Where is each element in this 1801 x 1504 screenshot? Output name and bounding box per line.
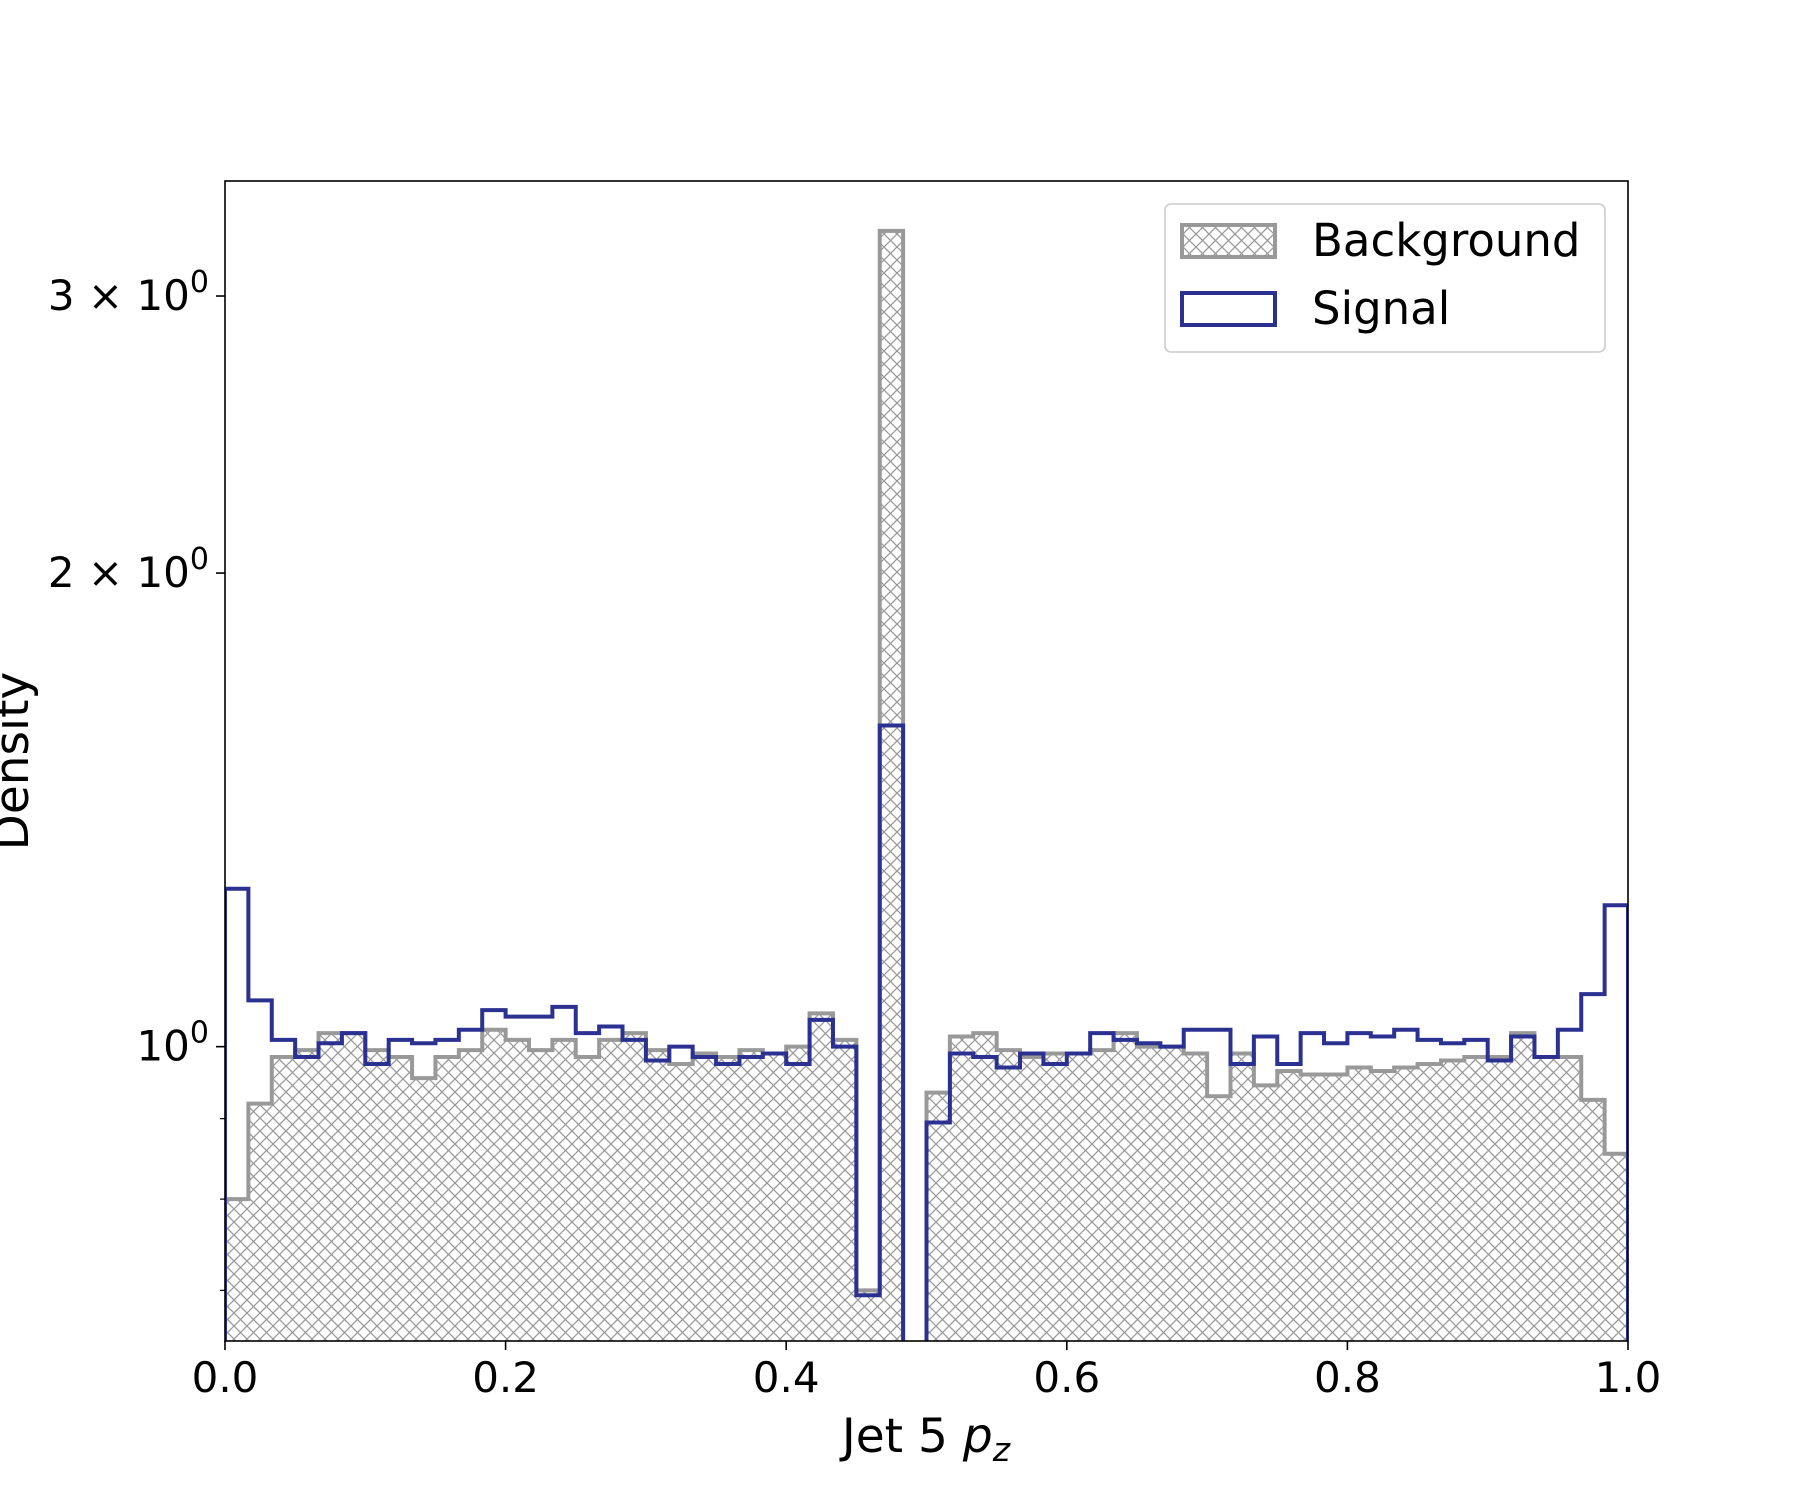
series-background (225, 228, 1628, 1341)
y-axis: 100 2 × 100 3 × 100 (48, 265, 225, 1291)
background-bar (1136, 1046, 1161, 1341)
background-bar (1511, 1033, 1535, 1341)
background-bar (879, 230, 904, 1341)
x-tick-label: 1.0 (1595, 1353, 1662, 1402)
background-bar (669, 1063, 693, 1341)
legend: Background Signal (1164, 203, 1606, 353)
axes-frame (224, 180, 1629, 1342)
background-bar (786, 1046, 810, 1341)
background-bar (458, 1050, 483, 1341)
background-bar (1160, 1046, 1184, 1341)
series-signal (225, 723, 1628, 1341)
background-bar (1300, 1074, 1325, 1341)
background-bar (832, 1039, 857, 1341)
x-tick-label: 0.4 (753, 1353, 820, 1402)
x-axis-label: Jet 5 pz (839, 1409, 1011, 1469)
background-bar (1207, 1096, 1231, 1341)
legend-label-background: Background (1312, 214, 1580, 267)
background-bar (949, 1036, 974, 1341)
plot-area (225, 228, 1628, 1341)
background-bar (271, 1056, 296, 1341)
background-bar (1113, 1033, 1137, 1341)
background-bar (341, 1033, 366, 1341)
background-bar (1020, 1056, 1044, 1341)
background-bar (412, 1078, 436, 1341)
background-bar (1487, 1056, 1512, 1341)
background-bar (1557, 1056, 1582, 1341)
background-bar (762, 1053, 787, 1341)
background-bar (505, 1039, 529, 1341)
legend-swatch-signal (1180, 291, 1277, 327)
y-axis-label: Density (0, 672, 40, 851)
background-bar (1417, 1063, 1441, 1341)
y-tick-label: 100 (136, 1016, 209, 1071)
background-bar (996, 1050, 1021, 1341)
background-bar (1253, 1085, 1278, 1341)
background-bar (1230, 1053, 1254, 1341)
legend-label-signal: Signal (1312, 282, 1450, 335)
background-bar (225, 1199, 249, 1341)
background-bar (1370, 1071, 1395, 1341)
background-bar (809, 1013, 833, 1341)
background-bar (1464, 1056, 1488, 1341)
background-bar (599, 1039, 623, 1341)
background-bar (1043, 1053, 1067, 1341)
background-bar (973, 1033, 997, 1341)
background-bar (1347, 1067, 1371, 1341)
x-tick-label: 0.8 (1314, 1353, 1381, 1402)
background-bar (528, 1050, 553, 1341)
background-bar (1581, 1099, 1605, 1341)
background-bar (295, 1050, 319, 1341)
background-bar (716, 1056, 740, 1341)
background-bar (1604, 1153, 1628, 1341)
legend-swatch-background (1180, 223, 1277, 259)
background-bar (926, 1092, 950, 1341)
background-bar (318, 1033, 342, 1341)
background-bar (739, 1050, 763, 1341)
x-tick-label: 0.2 (472, 1353, 539, 1402)
x-axis-label-sub: z (992, 1430, 1011, 1469)
background-bar (1324, 1074, 1348, 1341)
background-bar (365, 1050, 389, 1341)
background-bar (1277, 1071, 1301, 1341)
y-tick-label: 3 × 100 (48, 265, 209, 320)
signal-outline (225, 723, 1628, 1341)
background-bar (1440, 1060, 1465, 1341)
x-tick-label: 0.6 (1033, 1353, 1100, 1402)
background-bar (435, 1056, 459, 1341)
x-tick-label: 0.0 (192, 1353, 259, 1402)
background-bar (1394, 1067, 1418, 1341)
background-bar (1066, 1053, 1091, 1341)
y-tick-label: 2 × 100 (48, 542, 209, 597)
background-bar (1090, 1050, 1114, 1341)
background-bar (248, 1103, 272, 1341)
background-bar (645, 1050, 670, 1341)
x-axis-label-main: Jet 5 (839, 1409, 963, 1464)
background-bar (388, 1056, 413, 1341)
x-axis-label-var: p (962, 1409, 993, 1464)
background-bar (1534, 1056, 1558, 1341)
background-bar (482, 1029, 506, 1341)
x-axis: 0.0 0.2 0.4 0.6 0.8 1.0 (192, 1341, 1662, 1402)
background-bar (622, 1033, 646, 1341)
background-bar (1183, 1053, 1208, 1341)
background-bar (575, 1056, 600, 1341)
background-bar (552, 1039, 576, 1341)
background-bar (692, 1053, 717, 1341)
background-bar (856, 1290, 880, 1341)
